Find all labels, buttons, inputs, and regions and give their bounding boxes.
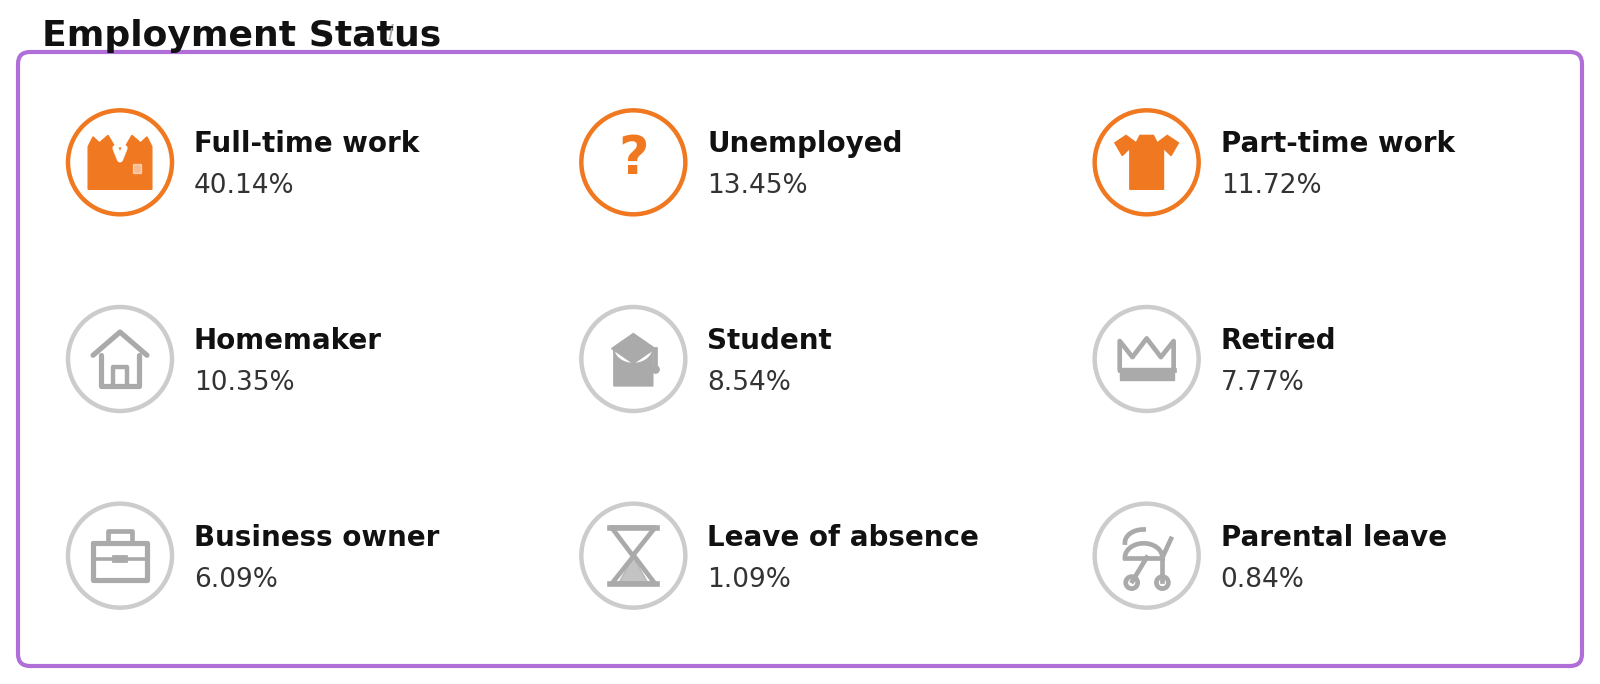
Text: 8.54%: 8.54% (707, 370, 792, 396)
Polygon shape (1115, 135, 1179, 189)
Text: 10.35%: 10.35% (194, 370, 294, 396)
Text: 40.14%: 40.14% (194, 173, 294, 199)
Polygon shape (88, 135, 152, 189)
Polygon shape (614, 349, 653, 386)
Text: Employment Status: Employment Status (42, 19, 442, 53)
Text: 1.09%: 1.09% (707, 566, 792, 592)
Polygon shape (618, 556, 648, 583)
Text: 13.45%: 13.45% (707, 173, 808, 199)
Polygon shape (611, 334, 654, 363)
Text: Leave of absence: Leave of absence (707, 524, 979, 552)
Text: Homemaker: Homemaker (194, 327, 382, 355)
Text: Part-time work: Part-time work (1221, 131, 1454, 158)
Text: Parental leave: Parental leave (1221, 524, 1446, 552)
Text: Unemployed: Unemployed (707, 131, 902, 158)
FancyBboxPatch shape (18, 52, 1582, 666)
Text: ?: ? (618, 133, 648, 185)
Text: 6.09%: 6.09% (194, 566, 278, 592)
Text: 0.84%: 0.84% (1221, 566, 1304, 592)
Text: Retired: Retired (1221, 327, 1336, 355)
Polygon shape (1120, 369, 1174, 380)
Text: Full-time work: Full-time work (194, 131, 419, 158)
Text: 7.77%: 7.77% (1221, 370, 1304, 396)
Text: i: i (387, 24, 392, 44)
Text: 11.72%: 11.72% (1221, 173, 1322, 199)
Text: Student: Student (707, 327, 832, 355)
Text: Business owner: Business owner (194, 524, 440, 552)
Polygon shape (133, 164, 141, 173)
